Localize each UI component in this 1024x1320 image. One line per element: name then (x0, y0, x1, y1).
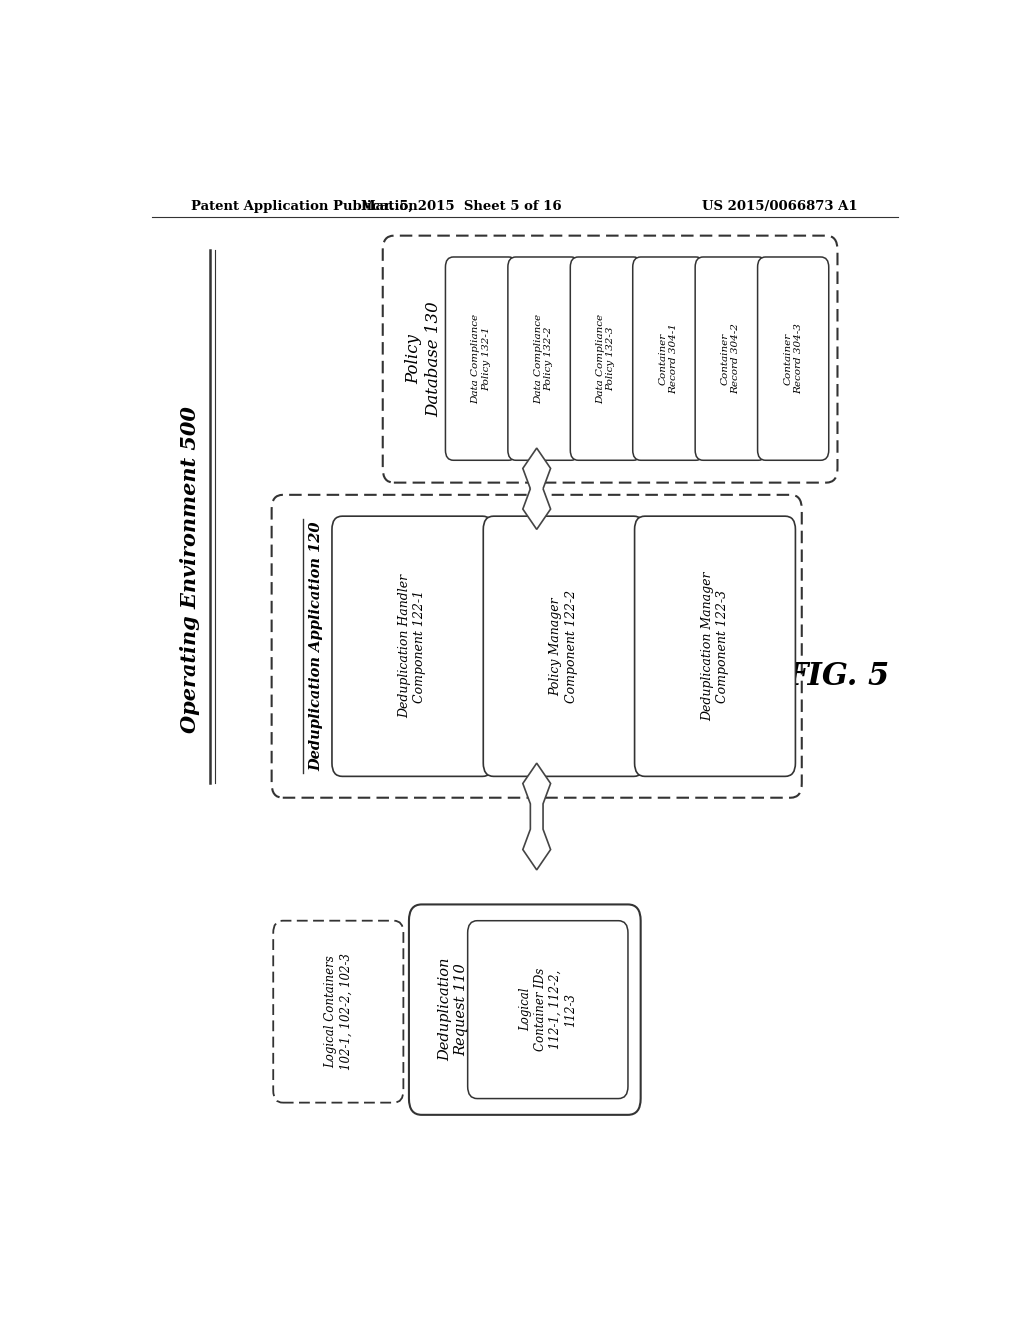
FancyBboxPatch shape (383, 236, 838, 483)
Text: Deduplication Handler
Component 122-1: Deduplication Handler Component 122-1 (398, 574, 426, 718)
FancyBboxPatch shape (508, 257, 579, 461)
FancyBboxPatch shape (468, 921, 628, 1098)
FancyBboxPatch shape (271, 495, 802, 797)
Text: Container
Record 304-1: Container Record 304-1 (658, 323, 678, 395)
Text: Policy
Database 130: Policy Database 130 (406, 301, 442, 417)
FancyBboxPatch shape (635, 516, 796, 776)
Text: Deduplication
Request 110: Deduplication Request 110 (438, 958, 468, 1061)
Text: Container
Record 304-3: Container Record 304-3 (783, 323, 803, 395)
Text: Policy Manager
Component 122-2: Policy Manager Component 122-2 (550, 590, 578, 702)
FancyBboxPatch shape (445, 257, 516, 461)
Text: Deduplication Application 120: Deduplication Application 120 (309, 521, 324, 771)
Text: Data Compliance
Policy 132-2: Data Compliance Policy 132-2 (534, 314, 553, 404)
FancyBboxPatch shape (483, 516, 644, 776)
Text: FIG. 5: FIG. 5 (786, 661, 890, 692)
Text: Patent Application Publication: Patent Application Publication (191, 199, 418, 213)
Text: Operating Environment 500: Operating Environment 500 (180, 407, 200, 734)
FancyBboxPatch shape (273, 921, 403, 1102)
Polygon shape (523, 447, 551, 529)
FancyBboxPatch shape (570, 257, 641, 461)
Text: Data Compliance
Policy 132-1: Data Compliance Policy 132-1 (471, 314, 490, 404)
Text: Mar. 5, 2015  Sheet 5 of 16: Mar. 5, 2015 Sheet 5 of 16 (361, 199, 561, 213)
Text: Container
Record 304-2: Container Record 304-2 (721, 323, 740, 395)
Text: Logical Containers
102-1, 102-2, 102-3: Logical Containers 102-1, 102-2, 102-3 (325, 953, 352, 1071)
Text: US 2015/0066873 A1: US 2015/0066873 A1 (702, 199, 858, 213)
Polygon shape (523, 763, 551, 870)
Text: Deduplication Manager
Component 122-3: Deduplication Manager Component 122-3 (701, 572, 729, 721)
FancyBboxPatch shape (633, 257, 703, 461)
Text: Logical
Container IDs
112-1, 112-2,
112-3: Logical Container IDs 112-1, 112-2, 112-… (519, 968, 577, 1051)
FancyBboxPatch shape (332, 516, 493, 776)
FancyBboxPatch shape (409, 904, 641, 1115)
Text: Data Compliance
Policy 132-3: Data Compliance Policy 132-3 (596, 314, 615, 404)
FancyBboxPatch shape (695, 257, 766, 461)
FancyBboxPatch shape (758, 257, 828, 461)
